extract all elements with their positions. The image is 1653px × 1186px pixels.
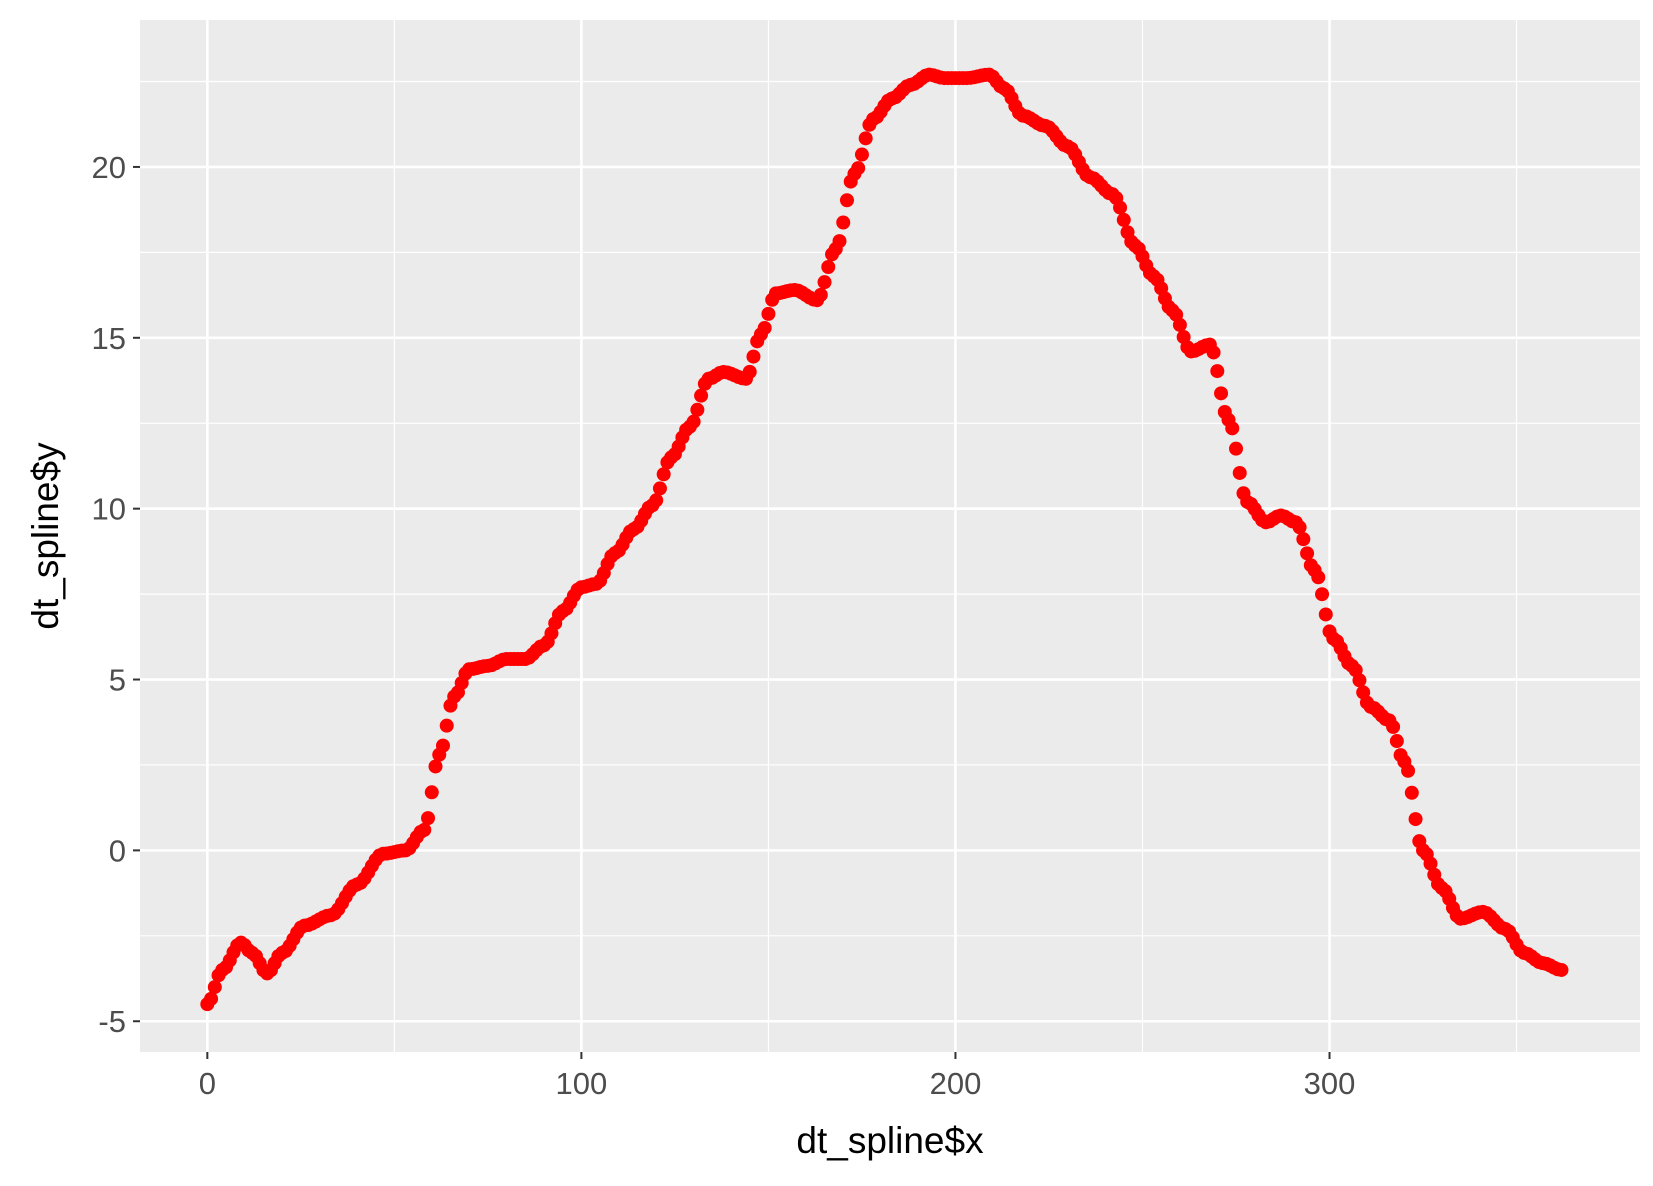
data-point — [1318, 607, 1333, 622]
x-tick-label: 300 — [1304, 1066, 1356, 1101]
data-point — [1292, 520, 1307, 535]
data-point — [652, 481, 667, 496]
data-point — [817, 275, 832, 290]
x-axis-ticks: 0 100 200 300 — [199, 1052, 1356, 1101]
x-tick-label: 200 — [930, 1066, 982, 1101]
data-point — [439, 718, 454, 733]
data-point — [1113, 200, 1128, 215]
data-point — [207, 980, 222, 995]
data-point — [649, 493, 664, 508]
data-point — [1296, 532, 1311, 547]
data-point — [1172, 317, 1187, 332]
data-point — [428, 759, 443, 774]
data-point — [417, 822, 432, 837]
data-point — [858, 131, 873, 146]
data-point — [746, 349, 761, 364]
data-point — [1229, 441, 1244, 456]
data-point — [421, 811, 436, 826]
data-point — [1401, 763, 1416, 778]
y-tick-label: 15 — [92, 321, 126, 356]
data-point — [694, 388, 709, 403]
data-point — [1315, 587, 1330, 602]
data-point — [836, 215, 851, 230]
data-point — [1206, 345, 1221, 360]
y-tick-label: 5 — [109, 663, 126, 698]
data-point — [1423, 856, 1438, 871]
data-point — [742, 364, 757, 379]
data-point — [690, 402, 705, 417]
data-point — [813, 287, 828, 302]
data-point — [1300, 546, 1315, 561]
data-point — [1311, 570, 1326, 585]
data-point — [1554, 962, 1569, 977]
data-point — [1232, 465, 1247, 480]
data-point — [1214, 386, 1229, 401]
data-point — [686, 414, 701, 429]
y-axis-title: dt_spline$y — [25, 442, 66, 630]
data-point — [1386, 719, 1401, 734]
data-point — [854, 147, 869, 162]
data-point — [1404, 785, 1419, 800]
y-tick-label: -5 — [98, 1004, 126, 1039]
plot-panel — [140, 20, 1640, 1052]
data-point — [821, 259, 836, 274]
y-tick-label: 10 — [92, 492, 126, 527]
data-point — [1210, 364, 1225, 379]
data-point — [656, 467, 671, 482]
y-tick-label: 0 — [109, 833, 126, 868]
data-point — [1408, 812, 1423, 827]
data-point — [424, 785, 439, 800]
data-point — [832, 234, 847, 249]
major-grid — [140, 20, 1640, 1052]
minor-grid — [140, 20, 1640, 1052]
data-point — [204, 991, 219, 1006]
y-tick-label: 20 — [92, 150, 126, 185]
x-tick-label: 100 — [556, 1066, 608, 1101]
x-axis-title: dt_spline$x — [796, 1120, 984, 1161]
y-axis-ticks: -5 0 5 10 15 20 — [92, 150, 140, 1039]
data-point — [1116, 212, 1131, 227]
data-point — [1225, 421, 1240, 436]
data-point — [851, 161, 866, 176]
data-point — [757, 320, 772, 335]
x-tick-label: 0 — [199, 1066, 216, 1101]
data-point — [761, 306, 776, 321]
data-point — [1389, 734, 1404, 749]
data-points — [200, 67, 1569, 1012]
data-point — [435, 738, 450, 753]
data-point — [1352, 673, 1367, 688]
data-point — [839, 193, 854, 208]
